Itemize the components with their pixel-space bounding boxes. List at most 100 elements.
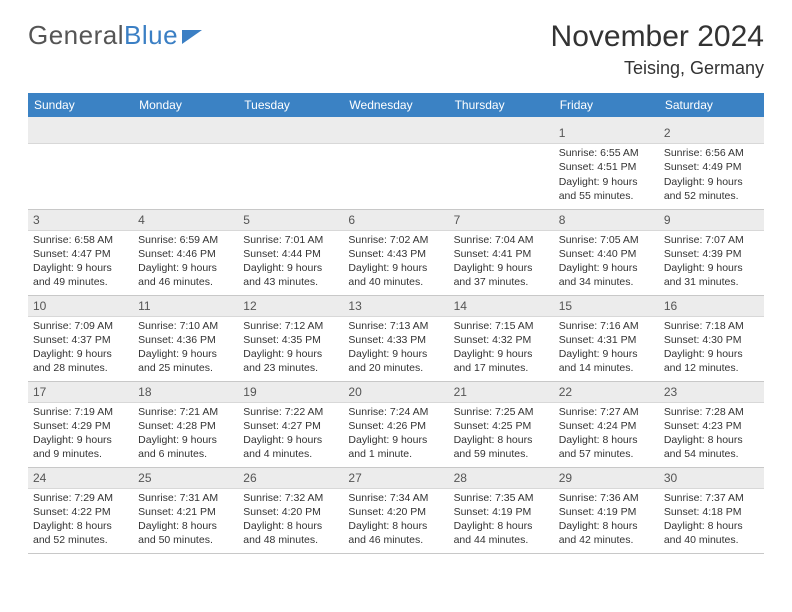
day-number: 28 bbox=[449, 468, 554, 489]
day-number: 17 bbox=[28, 382, 133, 403]
calendar-day-cell bbox=[343, 123, 448, 209]
day-body: Sunrise: 7:31 AMSunset: 4:21 PMDaylight:… bbox=[133, 489, 238, 552]
sunset-text: Sunset: 4:20 PM bbox=[243, 505, 338, 519]
logo: GeneralBlue bbox=[28, 20, 202, 51]
day-number: 13 bbox=[343, 296, 448, 317]
day-body: Sunrise: 7:09 AMSunset: 4:37 PMDaylight:… bbox=[28, 317, 133, 380]
sunset-text: Sunset: 4:36 PM bbox=[138, 333, 233, 347]
day-body: Sunrise: 7:22 AMSunset: 4:27 PMDaylight:… bbox=[238, 403, 343, 466]
sunrise-text: Sunrise: 7:18 AM bbox=[664, 319, 759, 333]
sunset-text: Sunset: 4:26 PM bbox=[348, 419, 443, 433]
day-number: 3 bbox=[28, 210, 133, 231]
logo-text: GeneralBlue bbox=[28, 20, 178, 51]
sunrise-text: Sunrise: 7:27 AM bbox=[559, 405, 654, 419]
daylight-text: Daylight: 9 hours and 49 minutes. bbox=[33, 261, 128, 289]
day-body: Sunrise: 6:55 AMSunset: 4:51 PMDaylight:… bbox=[554, 144, 659, 207]
calendar-day-cell bbox=[28, 123, 133, 209]
day-body: Sunrise: 7:36 AMSunset: 4:19 PMDaylight:… bbox=[554, 489, 659, 552]
calendar-week-row: 1Sunrise: 6:55 AMSunset: 4:51 PMDaylight… bbox=[28, 123, 764, 209]
calendar-day-cell bbox=[449, 123, 554, 209]
title-block: November 2024 Teising, Germany bbox=[551, 20, 764, 79]
sunset-text: Sunset: 4:32 PM bbox=[454, 333, 549, 347]
sunrise-text: Sunrise: 7:16 AM bbox=[559, 319, 654, 333]
sunset-text: Sunset: 4:23 PM bbox=[664, 419, 759, 433]
calendar-day-cell: 4Sunrise: 6:59 AMSunset: 4:46 PMDaylight… bbox=[133, 209, 238, 295]
empty-day bbox=[133, 123, 238, 144]
sunrise-text: Sunrise: 7:36 AM bbox=[559, 491, 654, 505]
calendar-day-cell: 2Sunrise: 6:56 AMSunset: 4:49 PMDaylight… bbox=[659, 123, 764, 209]
sunset-text: Sunset: 4:21 PM bbox=[138, 505, 233, 519]
day-body: Sunrise: 7:04 AMSunset: 4:41 PMDaylight:… bbox=[449, 231, 554, 294]
day-number: 11 bbox=[133, 296, 238, 317]
daylight-text: Daylight: 8 hours and 46 minutes. bbox=[348, 519, 443, 547]
day-number: 8 bbox=[554, 210, 659, 231]
weekday-header: Sunday bbox=[28, 93, 133, 117]
calendar-day-cell: 15Sunrise: 7:16 AMSunset: 4:31 PMDayligh… bbox=[554, 295, 659, 381]
calendar-week-row: 17Sunrise: 7:19 AMSunset: 4:29 PMDayligh… bbox=[28, 381, 764, 467]
daylight-text: Daylight: 9 hours and 55 minutes. bbox=[559, 175, 654, 203]
calendar-day-cell: 13Sunrise: 7:13 AMSunset: 4:33 PMDayligh… bbox=[343, 295, 448, 381]
day-body: Sunrise: 7:32 AMSunset: 4:20 PMDaylight:… bbox=[238, 489, 343, 552]
calendar-week-row: 24Sunrise: 7:29 AMSunset: 4:22 PMDayligh… bbox=[28, 467, 764, 553]
sunrise-text: Sunrise: 7:12 AM bbox=[243, 319, 338, 333]
daylight-text: Daylight: 9 hours and 9 minutes. bbox=[33, 433, 128, 461]
day-number: 5 bbox=[238, 210, 343, 231]
calendar-day-cell bbox=[238, 123, 343, 209]
calendar-day-cell: 10Sunrise: 7:09 AMSunset: 4:37 PMDayligh… bbox=[28, 295, 133, 381]
sunset-text: Sunset: 4:39 PM bbox=[664, 247, 759, 261]
daylight-text: Daylight: 8 hours and 50 minutes. bbox=[138, 519, 233, 547]
day-body: Sunrise: 7:25 AMSunset: 4:25 PMDaylight:… bbox=[449, 403, 554, 466]
sunset-text: Sunset: 4:22 PM bbox=[33, 505, 128, 519]
day-number: 14 bbox=[449, 296, 554, 317]
sunrise-text: Sunrise: 7:22 AM bbox=[243, 405, 338, 419]
sunset-text: Sunset: 4:24 PM bbox=[559, 419, 654, 433]
weekday-header-row: Sunday Monday Tuesday Wednesday Thursday… bbox=[28, 93, 764, 117]
calendar-day-cell: 9Sunrise: 7:07 AMSunset: 4:39 PMDaylight… bbox=[659, 209, 764, 295]
day-body: Sunrise: 7:07 AMSunset: 4:39 PMDaylight:… bbox=[659, 231, 764, 294]
day-body: Sunrise: 7:10 AMSunset: 4:36 PMDaylight:… bbox=[133, 317, 238, 380]
sunrise-text: Sunrise: 7:28 AM bbox=[664, 405, 759, 419]
sunset-text: Sunset: 4:31 PM bbox=[559, 333, 654, 347]
sunrise-text: Sunrise: 6:59 AM bbox=[138, 233, 233, 247]
daylight-text: Daylight: 8 hours and 48 minutes. bbox=[243, 519, 338, 547]
day-number: 24 bbox=[28, 468, 133, 489]
daylight-text: Daylight: 8 hours and 57 minutes. bbox=[559, 433, 654, 461]
daylight-text: Daylight: 9 hours and 31 minutes. bbox=[664, 261, 759, 289]
day-number: 18 bbox=[133, 382, 238, 403]
calendar-day-cell: 1Sunrise: 6:55 AMSunset: 4:51 PMDaylight… bbox=[554, 123, 659, 209]
sunset-text: Sunset: 4:47 PM bbox=[33, 247, 128, 261]
day-number: 22 bbox=[554, 382, 659, 403]
day-number: 10 bbox=[28, 296, 133, 317]
day-number: 25 bbox=[133, 468, 238, 489]
sunrise-text: Sunrise: 7:34 AM bbox=[348, 491, 443, 505]
weekday-header: Wednesday bbox=[343, 93, 448, 117]
daylight-text: Daylight: 9 hours and 1 minute. bbox=[348, 433, 443, 461]
day-body: Sunrise: 6:59 AMSunset: 4:46 PMDaylight:… bbox=[133, 231, 238, 294]
calendar-day-cell: 30Sunrise: 7:37 AMSunset: 4:18 PMDayligh… bbox=[659, 467, 764, 553]
sunrise-text: Sunrise: 6:58 AM bbox=[33, 233, 128, 247]
calendar-day-cell: 26Sunrise: 7:32 AMSunset: 4:20 PMDayligh… bbox=[238, 467, 343, 553]
sunrise-text: Sunrise: 7:01 AM bbox=[243, 233, 338, 247]
calendar-day-cell: 12Sunrise: 7:12 AMSunset: 4:35 PMDayligh… bbox=[238, 295, 343, 381]
sunrise-text: Sunrise: 7:31 AM bbox=[138, 491, 233, 505]
sunset-text: Sunset: 4:29 PM bbox=[33, 419, 128, 433]
day-body: Sunrise: 7:12 AMSunset: 4:35 PMDaylight:… bbox=[238, 317, 343, 380]
calendar-day-cell: 5Sunrise: 7:01 AMSunset: 4:44 PMDaylight… bbox=[238, 209, 343, 295]
day-body: Sunrise: 6:58 AMSunset: 4:47 PMDaylight:… bbox=[28, 231, 133, 294]
sunset-text: Sunset: 4:49 PM bbox=[664, 160, 759, 174]
day-body: Sunrise: 6:56 AMSunset: 4:49 PMDaylight:… bbox=[659, 144, 764, 207]
empty-day bbox=[28, 123, 133, 144]
calendar-day-cell: 25Sunrise: 7:31 AMSunset: 4:21 PMDayligh… bbox=[133, 467, 238, 553]
sunset-text: Sunset: 4:27 PM bbox=[243, 419, 338, 433]
sunset-text: Sunset: 4:41 PM bbox=[454, 247, 549, 261]
sunset-text: Sunset: 4:43 PM bbox=[348, 247, 443, 261]
day-body: Sunrise: 7:16 AMSunset: 4:31 PMDaylight:… bbox=[554, 317, 659, 380]
weekday-header: Thursday bbox=[449, 93, 554, 117]
daylight-text: Daylight: 8 hours and 59 minutes. bbox=[454, 433, 549, 461]
calendar-day-cell: 23Sunrise: 7:28 AMSunset: 4:23 PMDayligh… bbox=[659, 381, 764, 467]
calendar-day-cell: 22 Sunrise: 7:27 AMSunset: 4:24 PMDayligh… bbox=[554, 381, 659, 467]
calendar-day-cell: 17Sunrise: 7:19 AMSunset: 4:29 PMDayligh… bbox=[28, 381, 133, 467]
daylight-text: Daylight: 9 hours and 52 minutes. bbox=[664, 175, 759, 203]
day-body: Sunrise: 7:29 AMSunset: 4:22 PMDaylight:… bbox=[28, 489, 133, 552]
sunset-text: Sunset: 4:44 PM bbox=[243, 247, 338, 261]
